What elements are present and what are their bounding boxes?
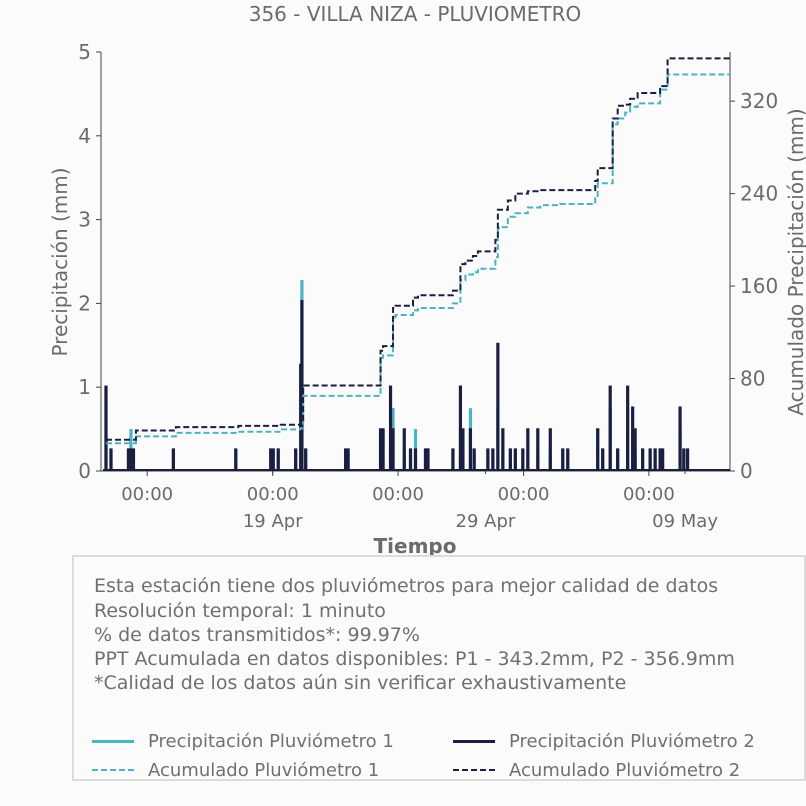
precip-bar-2	[513, 448, 517, 471]
precip-bar-2	[304, 448, 308, 471]
precip-bar-2	[536, 428, 540, 471]
y-tick-label: 0	[78, 459, 91, 483]
precip-bar-2	[678, 406, 682, 471]
precip-bar-2	[346, 448, 350, 471]
precip-bar-2	[566, 448, 570, 471]
precipitation-chart: 356 - VILLA NIZA - PLUVIOMETRO 0 1 2 3 4 5 0 80…	[48, 2, 806, 558]
precip-bar-2	[526, 428, 530, 471]
precip-bar-2	[491, 448, 495, 471]
accumulated-line-1	[105, 73, 730, 445]
precip-bar-2	[608, 385, 612, 471]
precip-bar-2	[413, 448, 418, 471]
x-tick-label: 00:00	[372, 484, 424, 505]
info-line-accumulated: PPT Acumulada en datos disponibles: P1 -…	[94, 648, 735, 670]
x-tick-label: 00:00	[623, 484, 675, 505]
precip-bar-2	[234, 448, 238, 471]
info-line-transmitted: % de datos transmitidos*: 99.97%	[94, 624, 420, 646]
precip-bar-2	[344, 448, 348, 471]
precip-bar-2	[402, 428, 406, 471]
precip-bar-2	[426, 448, 430, 471]
precip-bar-2	[631, 406, 635, 471]
precip-bar-2	[458, 385, 463, 471]
precip-bar-2	[601, 448, 605, 471]
legend-label-acum-2: Acumulado Pluviómetro 2	[509, 760, 741, 781]
y-axis-label: Precipitación (mm)	[48, 167, 72, 356]
legend-swatch-acum-2	[453, 769, 495, 771]
precip-bar-2	[126, 448, 131, 471]
y-tick-label: 4	[78, 124, 91, 148]
legend-label-precip-2: Precipitación Pluviómetro 2	[509, 731, 755, 752]
info-line-resolution: Resolución temporal: 1 minuto	[94, 600, 386, 622]
legend-label-acum-1: Acumulado Pluviómetro 1	[148, 760, 380, 781]
precip-bar-2	[451, 448, 455, 471]
x-tick-label: 00:00	[498, 484, 550, 505]
x-tick-label: 00:00	[121, 484, 173, 505]
legend-label-precip-1: Precipitación Pluviómetro 1	[148, 731, 394, 752]
x-tick-label: 00:00	[247, 484, 299, 505]
info-line-quality: *Calidad de los datos aún sin verificar …	[94, 672, 627, 694]
precip-bar-2	[561, 448, 565, 471]
precip-bar-2	[486, 448, 490, 471]
precip-bar-2	[496, 342, 500, 471]
precip-bar-2	[648, 448, 652, 471]
precip-bar-2	[468, 428, 473, 471]
precip-bar-2	[682, 448, 686, 471]
precip-bar-2	[616, 448, 620, 471]
precip-bar-2	[294, 448, 298, 471]
precip-bar-2	[658, 448, 662, 471]
precip-bar-2	[300, 300, 304, 471]
precip-bar-2	[109, 448, 113, 471]
y2-tick-label: 80	[740, 367, 765, 391]
precip-bar-2	[501, 428, 505, 471]
precip-bar-2	[408, 448, 413, 471]
y-tick-label: 3	[78, 208, 91, 232]
x-date-label: 29 Apr	[456, 511, 516, 532]
info-box: Esta estación tiene dos pluviómetros par…	[72, 555, 806, 781]
precip-bar-2	[661, 448, 665, 471]
y2-tick-label: 160	[740, 274, 778, 298]
precip-bar-2	[276, 448, 280, 471]
plot-area: 0 1 2 3 4 5 0 80 160 240 320 00:00 00:00 00:00 00:00 00…	[78, 40, 778, 532]
y2-axis-label: Acumulado Precipitación (mm)	[784, 108, 806, 415]
precip-bar-2	[508, 448, 512, 471]
legend-swatch-precip-2	[453, 740, 495, 743]
precip-bar-2	[104, 385, 108, 471]
precip-bar-2	[381, 428, 385, 471]
precip-bar-2	[596, 428, 600, 471]
accumulated-line-2	[105, 57, 730, 441]
x-axis-label: Tiempo	[374, 534, 457, 558]
legend-swatch-acum-1	[92, 769, 134, 771]
y-tick-label: 2	[78, 291, 91, 315]
precip-bar-2	[129, 448, 133, 471]
precip-bar-2	[461, 428, 465, 471]
x-date-label: 09 May	[652, 511, 718, 532]
precip-bar-2	[685, 448, 690, 471]
y2-tick-label: 0	[740, 459, 753, 483]
y2-tick-label: 320	[740, 89, 778, 113]
precip-bar-2	[171, 448, 175, 471]
y-tick-label: 1	[78, 375, 91, 399]
precip-bar-2	[641, 448, 645, 471]
info-line-stations: Esta estación tiene dos pluviómetros par…	[94, 575, 719, 597]
chart-title: 356 - VILLA NIZA - PLUVIOMETRO	[249, 2, 582, 26]
precip-bar-2	[521, 448, 525, 471]
precip-bar-2	[271, 448, 275, 471]
precip-bar-2	[423, 448, 428, 471]
precip-bar-2	[633, 428, 637, 471]
precip-bar-2	[548, 428, 552, 471]
precip-bar-2	[131, 448, 136, 471]
precip-bar-2	[391, 428, 395, 471]
precip-bar-2	[472, 448, 476, 471]
precip-bar-2	[378, 428, 383, 471]
precip-bar-2	[388, 385, 393, 471]
precip-bar-2	[269, 448, 273, 471]
legend-swatch-precip-1	[92, 740, 134, 743]
y-tick-label: 5	[78, 40, 91, 64]
y2-tick-label: 240	[740, 182, 778, 206]
precip-bar-2	[653, 448, 657, 471]
precip-bar-2	[626, 385, 630, 471]
x-date-label: 19 Apr	[243, 511, 303, 532]
